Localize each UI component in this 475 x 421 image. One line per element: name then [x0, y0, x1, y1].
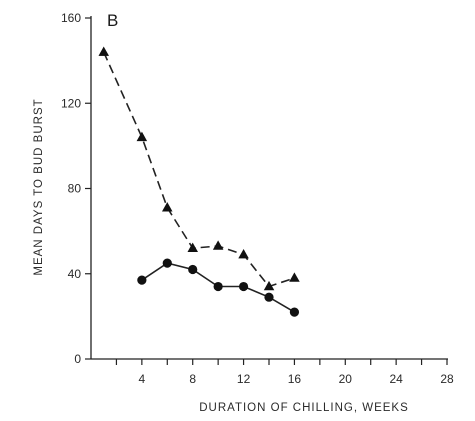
triangle-point [212, 240, 224, 250]
circle-point [289, 307, 300, 317]
x-axis-title: DURATION OF CHILLING, WEEKS [199, 402, 409, 414]
triangle-point [187, 242, 199, 252]
circle-point [162, 258, 172, 268]
x-tick-label: 8 [189, 372, 196, 386]
x-tick-label: 4 [139, 372, 146, 386]
x-tick-label: 24 [389, 372, 403, 386]
circle-point [188, 264, 198, 275]
circle-point [213, 281, 223, 292]
series-triangle-line [102, 51, 295, 288]
x-tick-label: 20 [339, 372, 353, 386]
y-tick-label: 40 [68, 267, 82, 281]
series-layer [98, 46, 300, 317]
x-tick-label: 12 [237, 372, 251, 386]
circle-point [137, 275, 147, 285]
triangle-point [289, 272, 300, 282]
y-tick-label: 80 [68, 182, 82, 196]
circle-point [264, 292, 274, 302]
y-ticks: 0 40 80 120 160 [61, 11, 91, 366]
panel-label: B [107, 11, 118, 30]
circle-point [238, 281, 249, 292]
y-tick-label: 0 [74, 352, 81, 366]
x-tick-label: 16 [288, 372, 302, 386]
y-tick-label: 120 [61, 96, 81, 110]
y-axis-title: MEAN DAYS TO BUD BURST [33, 98, 45, 275]
triangle-point [238, 248, 249, 259]
triangle-point [161, 202, 173, 212]
x-ticks: 4 8 12 16 20 24 28 [115, 359, 454, 386]
triangle-point [136, 131, 148, 142]
x-tick-label: 28 [440, 372, 454, 386]
triangle-point [263, 280, 275, 291]
triangle-point [98, 46, 110, 56]
y-tick-label: 160 [61, 11, 81, 25]
